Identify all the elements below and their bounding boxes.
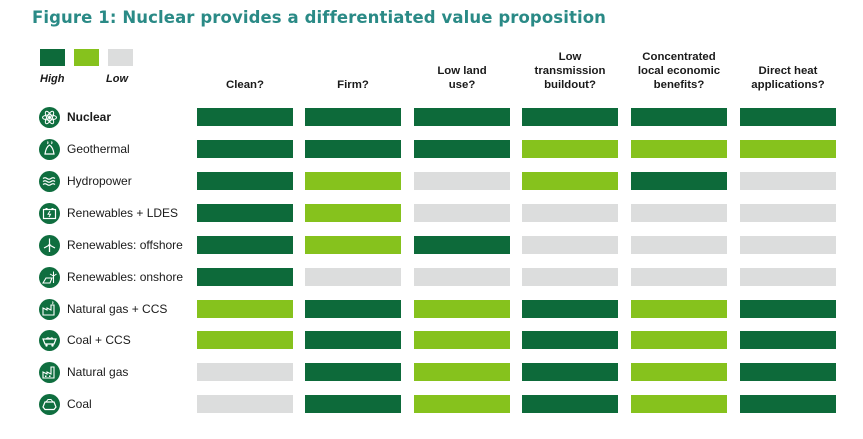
rating-cell-low xyxy=(414,268,510,286)
rating-cell-low xyxy=(197,363,293,381)
rating-cell-low xyxy=(197,395,293,413)
rating-cell-high xyxy=(197,172,293,190)
rating-cell-high xyxy=(522,395,618,413)
rating-cell-medium xyxy=(522,172,618,190)
column-header: Clean? xyxy=(226,79,264,91)
row-label: Renewables + LDES xyxy=(67,206,179,220)
rating-cell-low xyxy=(740,204,836,222)
rating-cell-high xyxy=(305,140,401,158)
rating-cell-high xyxy=(522,331,618,349)
rating-cell-medium xyxy=(197,300,293,318)
rating-cell-high xyxy=(740,331,836,349)
rating-cell-low xyxy=(414,172,510,190)
rating-cell-high xyxy=(305,300,401,318)
legend-high-swatch xyxy=(40,49,65,66)
figure-title: Figure 1: Nuclear provides a differentia… xyxy=(32,8,606,27)
water-waves-icon xyxy=(39,171,60,192)
rating-cell-high xyxy=(305,108,401,126)
rating-cell-high xyxy=(305,395,401,413)
rating-cell-low xyxy=(631,268,727,286)
rating-cell-medium xyxy=(631,140,727,158)
rating-cell-high xyxy=(305,331,401,349)
rating-cell-low xyxy=(522,268,618,286)
legend-medium-swatch xyxy=(74,49,99,66)
coal-cart-icon xyxy=(39,330,60,351)
legend-low-label: Low xyxy=(106,73,128,85)
rating-cell-high xyxy=(740,363,836,381)
solar-wind-icon xyxy=(39,267,60,288)
rating-cell-low xyxy=(631,236,727,254)
rating-cell-medium xyxy=(197,331,293,349)
rating-cell-medium xyxy=(740,140,836,158)
battery-icon xyxy=(39,203,60,224)
atom-icon xyxy=(39,107,60,128)
wind-turbine-icon xyxy=(39,235,60,256)
row-label: Coal xyxy=(67,397,92,411)
column-header: Concentrated local economic benefits? xyxy=(637,51,721,91)
rating-cell-medium xyxy=(414,331,510,349)
rating-cell-medium xyxy=(631,363,727,381)
column-header: Firm? xyxy=(337,79,369,91)
rating-cell-high xyxy=(305,363,401,381)
rating-cell-medium xyxy=(305,172,401,190)
rating-cell-medium xyxy=(631,331,727,349)
rating-cell-high xyxy=(631,108,727,126)
rating-cell-high xyxy=(740,300,836,318)
rating-cell-medium xyxy=(522,140,618,158)
rating-cell-medium xyxy=(631,300,727,318)
rating-cell-low xyxy=(522,204,618,222)
column-header: Low transmission buildout? xyxy=(534,51,606,91)
rating-cell-high xyxy=(522,108,618,126)
rating-cell-high xyxy=(414,108,510,126)
row-label: Geothermal xyxy=(67,142,130,156)
rating-cell-low xyxy=(740,268,836,286)
row-label: Natural gas + CCS xyxy=(67,302,168,316)
rating-cell-low xyxy=(631,204,727,222)
rating-cell-low xyxy=(305,268,401,286)
rating-cell-high xyxy=(197,108,293,126)
rating-cell-high xyxy=(414,236,510,254)
rating-cell-low xyxy=(414,204,510,222)
rating-cell-high xyxy=(197,268,293,286)
rating-cell-high xyxy=(522,300,618,318)
legend-low-swatch xyxy=(108,49,133,66)
gas-factory-icon xyxy=(39,362,60,383)
rating-cell-high xyxy=(740,108,836,126)
rating-cell-high xyxy=(631,172,727,190)
rating-cell-high xyxy=(197,204,293,222)
rating-cell-low xyxy=(740,172,836,190)
rating-cell-medium xyxy=(305,204,401,222)
rating-cell-high xyxy=(197,140,293,158)
row-label: Renewables: onshore xyxy=(67,270,184,284)
gas-plant-icon xyxy=(39,299,60,320)
row-label: Nuclear xyxy=(67,110,112,124)
row-label: Hydropower xyxy=(67,174,132,188)
geothermal-icon xyxy=(39,139,60,160)
rating-cell-medium xyxy=(305,236,401,254)
rating-cell-high xyxy=(414,140,510,158)
row-label: Renewables: offshore xyxy=(67,238,183,252)
rating-cell-low xyxy=(522,236,618,254)
rating-cell-high xyxy=(197,236,293,254)
legend-high-label: High xyxy=(40,73,65,85)
rating-cell-medium xyxy=(414,395,510,413)
column-header: Direct heat applications? xyxy=(751,65,825,91)
row-label: Coal + CCS xyxy=(67,333,131,347)
coal-icon xyxy=(39,394,60,415)
rating-cell-high xyxy=(740,395,836,413)
rating-cell-high xyxy=(522,363,618,381)
rating-cell-medium xyxy=(631,395,727,413)
column-header: Low land use? xyxy=(437,65,487,91)
rating-cell-medium xyxy=(414,363,510,381)
rating-cell-low xyxy=(740,236,836,254)
row-label: Natural gas xyxy=(67,365,129,379)
rating-cell-medium xyxy=(414,300,510,318)
